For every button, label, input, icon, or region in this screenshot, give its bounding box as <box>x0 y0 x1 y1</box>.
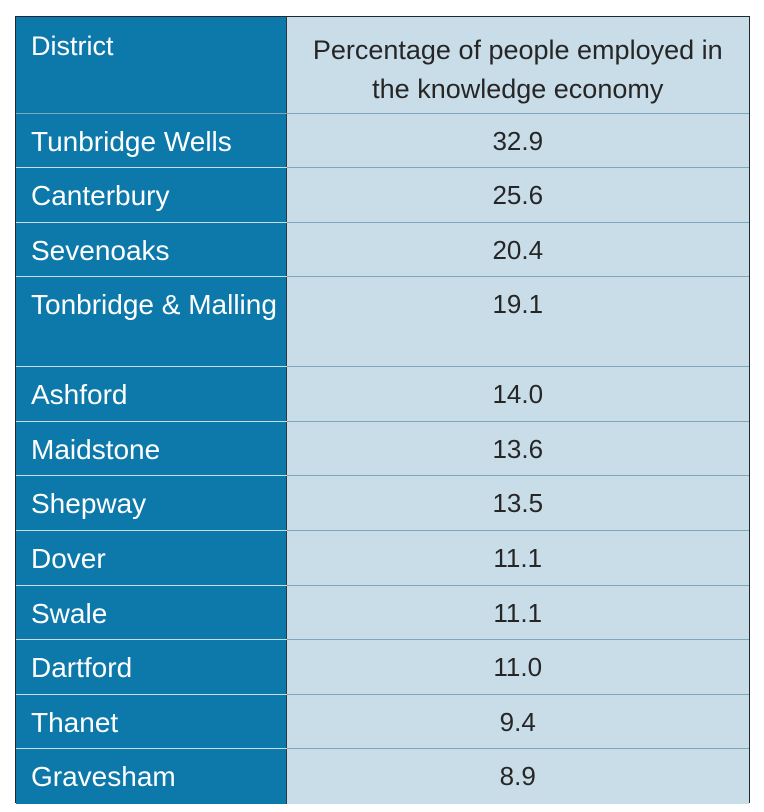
percentage-cell: 13.5 <box>286 475 749 532</box>
table-row: Canterbury 25.6 <box>16 167 749 223</box>
district-cell: Ashford <box>16 366 287 422</box>
table-row: Tunbridge Wells 32.9 <box>16 113 749 169</box>
district-cell: Swale <box>16 585 287 641</box>
percentage-cell: 20.4 <box>286 222 749 278</box>
district-cell: Tunbridge Wells <box>16 113 287 169</box>
table-row: Maidstone 13.6 <box>16 421 749 477</box>
district-cell: Dartford <box>16 639 287 695</box>
percentage-cell: 8.9 <box>286 748 749 804</box>
percentage-cell: 13.6 <box>286 421 749 477</box>
table-row: Dartford 11.0 <box>16 639 749 695</box>
table-row: Thanet 9.4 <box>16 694 749 750</box>
table-row: Gravesham 8.9 <box>16 748 749 804</box>
table-row: Ashford 14.0 <box>16 366 749 422</box>
district-cell: Thanet <box>16 694 287 750</box>
percentage-cell: 32.9 <box>286 113 749 169</box>
percentage-cell: 9.4 <box>286 694 749 750</box>
table-body: Tunbridge Wells 32.9 Canterbury 25.6 Sevenoa… <box>16 113 749 804</box>
district-cell: Canterbury <box>16 167 287 223</box>
percentage-cell: 11.1 <box>286 585 749 641</box>
percentage-cell: 19.1 <box>286 276 749 368</box>
table-row: Swale 11.1 <box>16 585 749 641</box>
percentage-cell: 11.0 <box>286 639 749 695</box>
table-row: Tonbridge & Malling 19.1 <box>16 276 749 368</box>
column-header-percentage: Percentage of people employed in the kno… <box>286 17 749 114</box>
district-cell: Tonbridge & Malling <box>16 276 287 368</box>
district-cell: Gravesham <box>16 748 287 804</box>
district-cell: Shepway <box>16 475 287 532</box>
header-row: District Percentage of people employed i… <box>16 17 749 114</box>
column-header-district: District <box>16 17 287 114</box>
percentage-cell: 11.1 <box>286 530 749 586</box>
percentage-cell: 14.0 <box>286 366 749 422</box>
table-row: Shepway 13.5 <box>16 475 749 532</box>
district-cell: Sevenoaks <box>16 222 287 278</box>
table-row: Dover 11.1 <box>16 530 749 586</box>
district-cell: Dover <box>16 530 287 586</box>
percentage-cell: 25.6 <box>286 167 749 223</box>
knowledge-economy-table: District Percentage of people employed i… <box>15 16 750 804</box>
data-table: District Percentage of people employed i… <box>16 17 749 804</box>
table-row: Sevenoaks 20.4 <box>16 222 749 278</box>
district-cell: Maidstone <box>16 421 287 477</box>
